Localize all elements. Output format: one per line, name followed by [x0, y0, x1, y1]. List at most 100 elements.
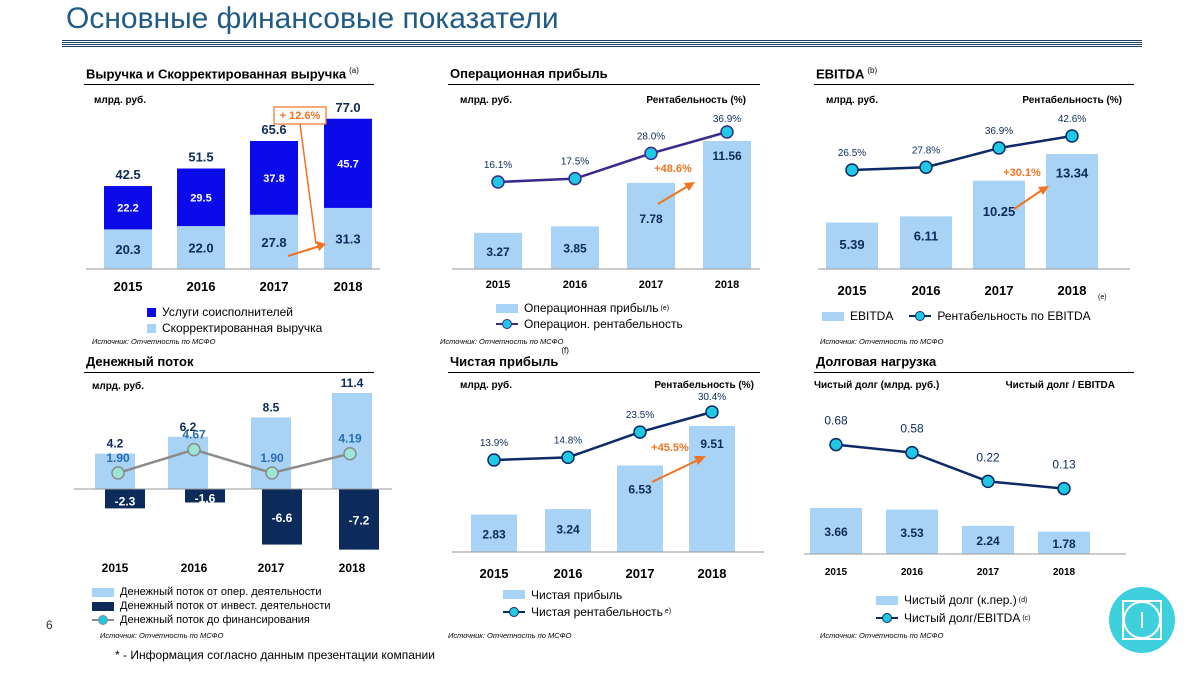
page-number: 6 [46, 618, 53, 632]
legend-swatch [876, 595, 898, 605]
netprofit-margin-line: 13.9% 14.8% 23.5% 30.4% [480, 392, 726, 467]
line-data-label: 0.13 [1052, 458, 1076, 472]
opprofit-legend-item-bar: Операционная прибыль (e) [496, 300, 683, 316]
legend-swatch [147, 323, 156, 333]
line-point [187, 442, 201, 457]
netprofit-legend: Чистая прибыль Чистая рентабельность e) [503, 586, 671, 620]
line-point [829, 437, 843, 452]
bar [962, 525, 1014, 554]
opprofit-title-text: Операционная прибыль [450, 66, 608, 81]
ebitda-legend-label-0: EBITDA [850, 309, 894, 323]
bar [617, 465, 663, 552]
line-data-label: 13.9% [480, 438, 508, 449]
revenue-legend: Услуги соисполнителей Скорректированная … [147, 304, 322, 336]
bar-contractor-services [104, 186, 152, 230]
bar-contractor-services [250, 141, 298, 215]
netprofit-title-note: (f) [561, 346, 569, 355]
bar [973, 180, 1025, 269]
bar-data-label: 27.8 [261, 235, 286, 250]
cashflow-legend-label-0: Денежный поток от опер. деятельности [120, 586, 322, 598]
line-data-label: 28.0% [637, 131, 665, 142]
x-tick-label: 2018 [715, 279, 739, 291]
opprofit-legend-item-line: Операцион. рентабельность [496, 316, 683, 332]
bar-data-label: 45.7 [337, 158, 358, 170]
line-point [633, 425, 647, 439]
line-data-label: 4.19 [338, 432, 362, 446]
line-data-label: 23.5% [626, 410, 654, 421]
x-tick-label: 2018 [1058, 283, 1087, 298]
bar-data-label: 8.5 [263, 400, 280, 414]
opprofit-bars: 3.27 3.85 7.78 11.56 [474, 141, 751, 269]
opprofit-unit-right: Рентабельность (%) [646, 94, 746, 106]
netprofit-growth-arrowhead [694, 456, 706, 465]
netprofit-unit-right: Рентабельность (%) [654, 379, 754, 391]
line-point [265, 466, 279, 480]
bar-total-label: 77.0 [335, 100, 360, 115]
x-tick-label: 2017 [977, 567, 1000, 578]
netprofit-legend-label-1: Чистая рентабельность [531, 604, 663, 619]
bar-data-label: 11.56 [712, 149, 742, 163]
line-point [644, 146, 658, 161]
ebitda-axis-note: (e) [1098, 294, 1107, 301]
cashflow-x-ticks: 2015 2016 2017 2018 [102, 561, 366, 575]
bar [810, 508, 862, 554]
bar-total-label: 51.5 [188, 150, 213, 165]
netprofit-legend-item-bar: Чистая прибыль [503, 586, 671, 603]
ebitda-growth-arrowhead [1038, 186, 1049, 195]
opprofit-growth-arrow [657, 185, 689, 205]
netprofit-legend-item-line: Чистая рентабельность e) [503, 603, 671, 620]
netprofit-x-ticks: 2015 2016 2017 2018 [480, 566, 727, 581]
cashflow-legend-item-line: Денежный поток до финансирования [92, 613, 331, 627]
line-point [568, 171, 582, 186]
ebitda-bars: 5.39 6.11 10.25 13.34 [826, 154, 1098, 269]
opprofit-unit: млрд. руб. [460, 94, 512, 106]
x-tick-label: 2017 [260, 279, 289, 294]
bar-data-label: -7.2 [349, 513, 370, 527]
cashflow-legend-label-2: Денежный поток до финансирования [120, 614, 310, 626]
netprofit-title-rule [448, 372, 760, 373]
line-data-label: 42.6% [1058, 114, 1086, 125]
netprofit-panel-title: Чистая прибыль(f) [450, 346, 569, 369]
line-data-label: 0.58 [900, 422, 924, 436]
bar-data-label: 2.24 [976, 534, 1000, 548]
bar-data-label: 10.25 [983, 204, 1016, 219]
revenue-x-ticks: 2015 2016 2017 2018 [114, 279, 363, 294]
x-tick-label: 2015 [486, 279, 510, 291]
debt-panel-title: Долговая нагрузка [816, 354, 936, 369]
x-tick-label: 2016 [563, 279, 587, 291]
x-tick-label: 2015 [102, 561, 129, 575]
debt-legend-item-line: Чистый долг/EBITDA (c) [876, 609, 1031, 627]
x-tick-label: 2016 [181, 561, 208, 575]
revenue-panel-title: Выручка и Скорректированная выручка (a) [86, 66, 359, 81]
line-series-path [117, 448, 351, 475]
ebitda-unit-right: Рентабельность (%) [1022, 94, 1122, 106]
bar-data-label: 13.34 [1056, 166, 1089, 181]
page-title: Основные финансовые показатели [66, 2, 559, 35]
bar-adjusted-revenue [324, 207, 372, 269]
debt-unit-right: Чистый долг / EBITDA [1006, 380, 1115, 391]
bar-data-label: 20.3 [115, 242, 140, 257]
legend-swatch [92, 587, 114, 597]
debt-legend: Чистый долг (к.пер.) (d) Чистый долг/EBIT… [876, 591, 1031, 627]
bar-adjusted-revenue [104, 229, 152, 269]
cashflow-bars: 4.2 6.2 8.5 11.4 -2.3 -1.6 -6.6 -7.2 [95, 376, 379, 550]
netprofit-legend-note: e) [664, 608, 672, 615]
debt-ebitda-line: 0.68 0.58 0.22 0.13 [824, 414, 1076, 496]
opprofit-x-ticks: 2015 2016 2017 2018 [486, 279, 739, 291]
title-divider [62, 40, 1142, 48]
cashflow-legend-item-op: Денежный поток от опер. деятельности [92, 585, 331, 599]
bar-data-label: 3.27 [486, 245, 510, 259]
opprofit-title-rule [448, 84, 760, 85]
bar-data-label: 3.53 [900, 526, 924, 540]
bar-data-label: 6.11 [914, 229, 939, 244]
line-data-label: 14.8% [554, 435, 582, 446]
bar-data-label: 3.85 [563, 242, 587, 256]
line-series-path [835, 443, 1065, 490]
line-point [1057, 481, 1071, 496]
legend-swatch [92, 601, 114, 611]
line-point [992, 141, 1006, 155]
bar-data-label: 3.66 [824, 525, 848, 539]
ebitda-growth-label: +30.1% [1003, 167, 1041, 179]
revenue-title-rule [84, 84, 374, 85]
netprofit-legend-label-0: Чистая прибыль [531, 587, 623, 602]
